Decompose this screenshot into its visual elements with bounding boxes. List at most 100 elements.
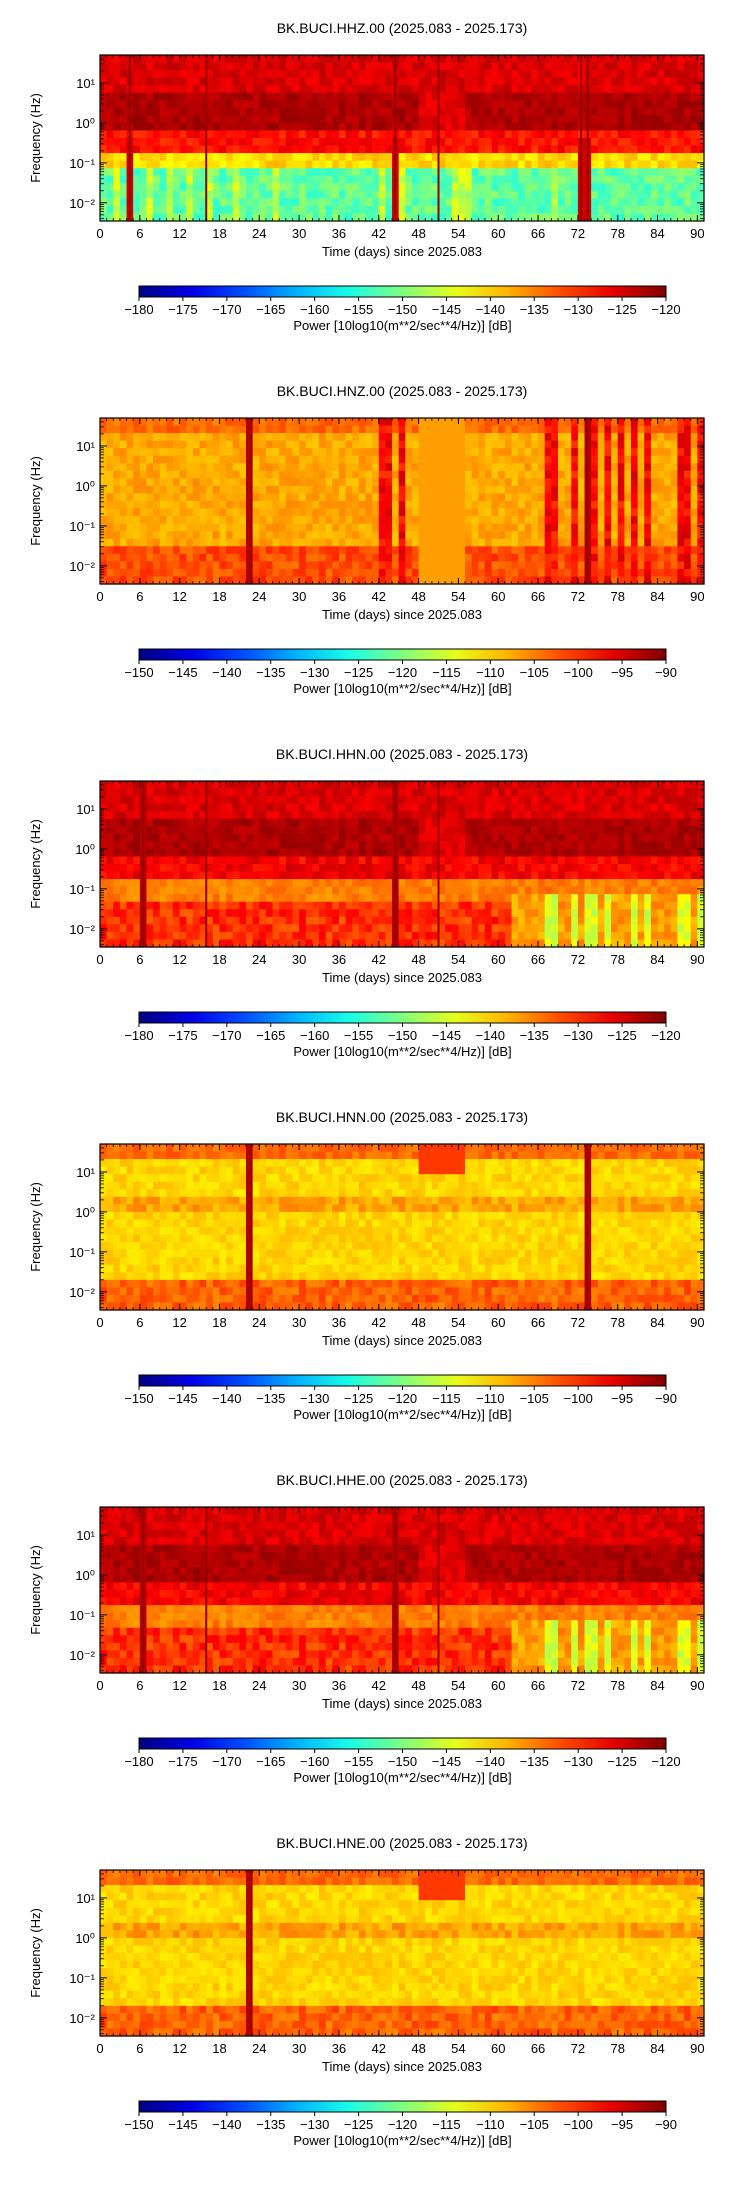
- heatmap-cell: [484, 485, 493, 495]
- heatmap-cell: [192, 538, 201, 547]
- heatmap-cell: [531, 145, 539, 154]
- heatmap-cell: [518, 463, 526, 472]
- heatmap-cell: [146, 811, 154, 820]
- heatmap-cell: [332, 198, 340, 207]
- heatmap-cell: [451, 100, 460, 109]
- heatmap-cell: [252, 85, 260, 94]
- heatmap-cell: [139, 183, 148, 192]
- heatmap-cell: [604, 418, 612, 427]
- heatmap-cell: [113, 77, 121, 86]
- heatmap-cell: [173, 175, 181, 184]
- heatmap-cell: [431, 55, 440, 64]
- heatmap-cell: [338, 205, 347, 215]
- heatmap-cell: [133, 871, 141, 880]
- heatmap-cell: [159, 856, 167, 865]
- heatmap-cell: [538, 425, 546, 434]
- heatmap-cell: [239, 107, 247, 116]
- heatmap-cell: [166, 818, 174, 827]
- heatmap-cell: [365, 55, 373, 64]
- heatmap-cell: [504, 508, 513, 517]
- heatmap-cell: [113, 418, 121, 427]
- heatmap-cell: [319, 516, 327, 525]
- heatmap-cell: [531, 160, 539, 169]
- heatmap-cell: [670, 478, 679, 487]
- heatmap-cell: [292, 463, 300, 472]
- heatmap-cell: [113, 811, 121, 820]
- heatmap-cell: [411, 418, 420, 427]
- heatmap-cell: [458, 516, 466, 525]
- heatmap-cell: [259, 478, 267, 487]
- heatmap-cell: [279, 531, 287, 540]
- heatmap-cell: [179, 77, 187, 86]
- heatmap-cell: [113, 864, 121, 873]
- heatmap-cell: [345, 130, 353, 139]
- heatmap-cell: [504, 205, 513, 215]
- heatmap-cell: [179, 470, 187, 479]
- heatmap-cell: [670, 568, 679, 578]
- heatmap-cell: [438, 153, 446, 162]
- heatmap-cell: [133, 879, 141, 888]
- heatmap-cell: [259, 160, 267, 169]
- heatmap-cell: [378, 92, 387, 101]
- heatmap-cell: [398, 531, 406, 540]
- heatmap-cell: [484, 553, 493, 562]
- heatmap-cell: [126, 440, 134, 449]
- heatmap-cell: [405, 115, 413, 124]
- heatmap-cell: [325, 568, 333, 578]
- heatmap-cell: [279, 470, 287, 479]
- heatmap-cell: [431, 485, 440, 495]
- heatmap-cell: [299, 198, 307, 207]
- heatmap-cell: [232, 62, 240, 71]
- heatmap-cell: [265, 138, 274, 147]
- heatmap-cell: [551, 175, 559, 184]
- heatmap-cell: [186, 553, 194, 562]
- event-stripe: [437, 55, 440, 221]
- heatmap-cell: [431, 153, 440, 162]
- heatmap-cell: [352, 463, 360, 472]
- heatmap-cell: [584, 470, 592, 479]
- heatmap-cell: [153, 183, 161, 192]
- heatmap-cell: [139, 516, 148, 525]
- heatmap-cell: [518, 70, 526, 79]
- heatmap-cell: [504, 538, 513, 547]
- heatmap-cell: [372, 576, 380, 585]
- heatmap-cell: [179, 561, 187, 570]
- heatmap-cell: [153, 190, 161, 199]
- heatmap-cell: [564, 463, 572, 472]
- heatmap-cell: [173, 553, 181, 562]
- heatmap-cell: [564, 576, 572, 585]
- heatmap-cell: [591, 561, 599, 570]
- heatmap-cell: [650, 463, 659, 472]
- heatmap-cell: [531, 425, 539, 434]
- heatmap-cell: [292, 538, 300, 547]
- heatmap-cell: [159, 433, 167, 442]
- heatmap-cell: [577, 485, 586, 495]
- heatmap-cell: [113, 485, 121, 495]
- heatmap-cell: [538, 576, 546, 585]
- heatmap-cell: [637, 485, 645, 495]
- heatmap-cell: [518, 568, 526, 578]
- heatmap-cell: [551, 576, 559, 585]
- heatmap-cell: [697, 433, 705, 442]
- heatmap-cell: [378, 576, 387, 585]
- heatmap-cell: [265, 425, 274, 434]
- heatmap-cell: [159, 553, 167, 562]
- heatmap-cell: [478, 77, 486, 86]
- heatmap-cell: [305, 160, 313, 169]
- heatmap-cell: [153, 153, 161, 162]
- heatmap-cell: [186, 138, 194, 147]
- heatmap-cell: [644, 62, 652, 71]
- heatmap-cell: [617, 100, 625, 109]
- heatmap-cell: [431, 433, 440, 442]
- heatmap-cell: [677, 463, 685, 472]
- heatmap-cell: [259, 100, 267, 109]
- heatmap-cell: [365, 183, 373, 192]
- heatmap-cell: [677, 568, 685, 578]
- heatmap-cell: [252, 538, 260, 547]
- heatmap-cell: [604, 531, 612, 540]
- heatmap-cell: [392, 523, 400, 532]
- heatmap-cell: [292, 70, 300, 79]
- heatmap-cell: [226, 531, 234, 540]
- heatmap-cell: [697, 470, 705, 479]
- heatmap-cell: [166, 916, 174, 925]
